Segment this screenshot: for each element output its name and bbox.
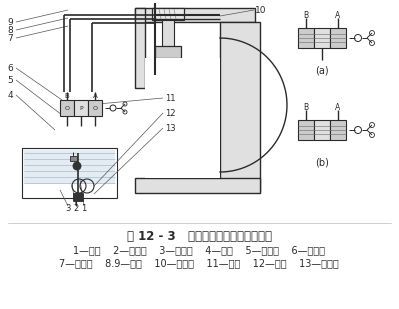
Text: 8: 8 [7,26,13,35]
Bar [155,46,181,58]
Bar [74,100,88,116]
Text: 3: 3 [65,204,71,213]
Bar [135,8,255,22]
Text: B: B [303,11,308,19]
Bar [70,156,77,161]
Text: O: O [65,105,69,111]
Text: A: A [336,11,341,19]
Text: (a): (a) [315,65,329,75]
Text: 13: 13 [165,124,176,133]
Circle shape [73,162,81,170]
Text: 10: 10 [255,6,267,15]
Bar [314,28,330,48]
Bar [88,100,102,116]
Text: P: P [79,105,83,111]
Text: 9: 9 [7,18,13,27]
Bar [162,20,174,50]
Text: 图 12 - 3   打包机液压系统简易原理图: 图 12 - 3 打包机液压系统简易原理图 [126,230,271,243]
Bar [330,28,346,48]
Text: A: A [336,103,341,112]
Text: 1—油箱    2—漏油器    3—吸油管    4—油管    5—溢流阀    6—节压阀: 1—油箱 2—漏油器 3—吸油管 4—油管 5—溢流阀 6—节压阀 [73,245,325,255]
Bar [220,22,260,192]
Bar [298,28,314,48]
Bar [314,120,330,140]
Text: O: O [93,105,97,111]
Bar [22,148,117,198]
Text: A: A [93,93,97,99]
Text: (b): (b) [315,157,329,167]
Bar [60,100,74,116]
Text: B: B [65,93,69,99]
Bar [73,193,83,201]
Text: 5: 5 [7,75,13,84]
Text: B: B [303,103,308,112]
Bar [135,8,145,88]
Text: 6: 6 [7,64,13,73]
Bar [135,178,260,193]
Bar [145,58,220,178]
Bar [330,120,346,140]
Text: 4: 4 [7,91,13,99]
Bar [152,8,184,20]
Text: 2: 2 [73,204,79,213]
Bar [298,120,314,140]
Text: 1: 1 [81,204,87,213]
Text: 12: 12 [165,108,176,117]
Text: 11: 11 [165,94,176,103]
Bar [24,150,115,184]
Text: 7: 7 [7,33,13,43]
Text: 7—换向阀    8.9—管道    10—液压缸    11—油管    12—油泵    13—回油管: 7—换向阀 8.9—管道 10—液压缸 11—油管 12—油泵 13—回油管 [59,258,339,268]
